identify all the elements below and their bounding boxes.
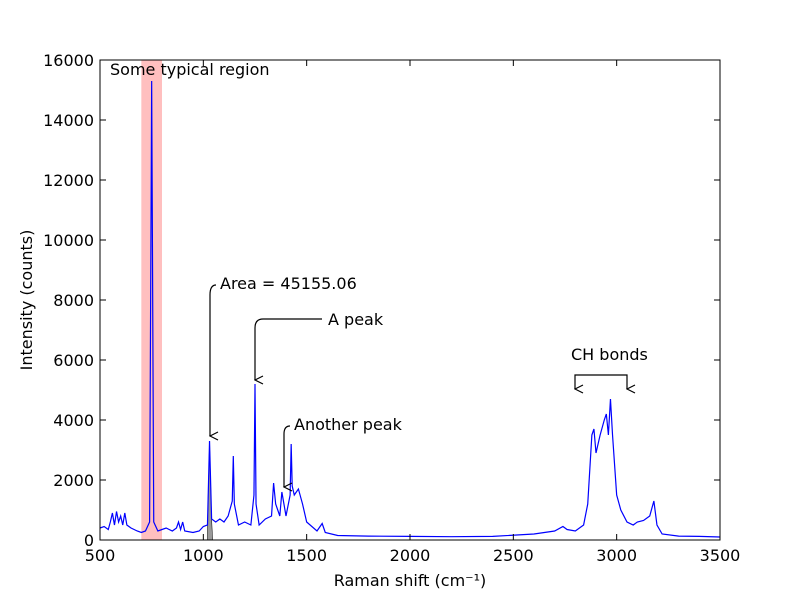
y-tick-label: 4000 [53,411,94,430]
annotation: A peak [328,310,384,329]
x-tick-label: 3500 [700,546,741,565]
y-tick-label: 10000 [43,231,94,250]
annotation-arrow [210,284,216,436]
x-tick-label: 1000 [183,546,224,565]
y-tick-label: 12000 [43,171,94,190]
y-tick-label: 8000 [53,291,94,310]
y-tick-label: 14000 [43,111,94,130]
y-axis-label: Intensity (counts) [17,230,36,371]
region-label: Some typical region [110,60,270,79]
annotation: Another peak [294,415,403,434]
y-tick-label: 16000 [43,51,94,70]
x-axis-label: Raman shift (cm⁻¹) [334,571,487,590]
annotation-arrow [255,318,322,380]
y-tick-label: 6000 [53,351,94,370]
x-tick-label: 500 [85,546,116,565]
x-tick-label: 2000 [390,546,431,565]
plot-area [99,60,721,541]
axes-frame [99,59,721,541]
x-tick-label: 2500 [493,546,534,565]
annotation-arrow [284,425,290,487]
highlight-region [141,60,162,540]
x-tick-label: 3000 [596,546,637,565]
x-tick-label: 1500 [286,546,327,565]
area-label: Area = 45155.06 [220,274,357,293]
y-tick-label: 0 [84,531,94,550]
y-tick-label: 2000 [53,471,94,490]
annotation: CH bonds [571,345,648,364]
annotation-bracket [575,374,627,389]
line-series [99,80,721,538]
